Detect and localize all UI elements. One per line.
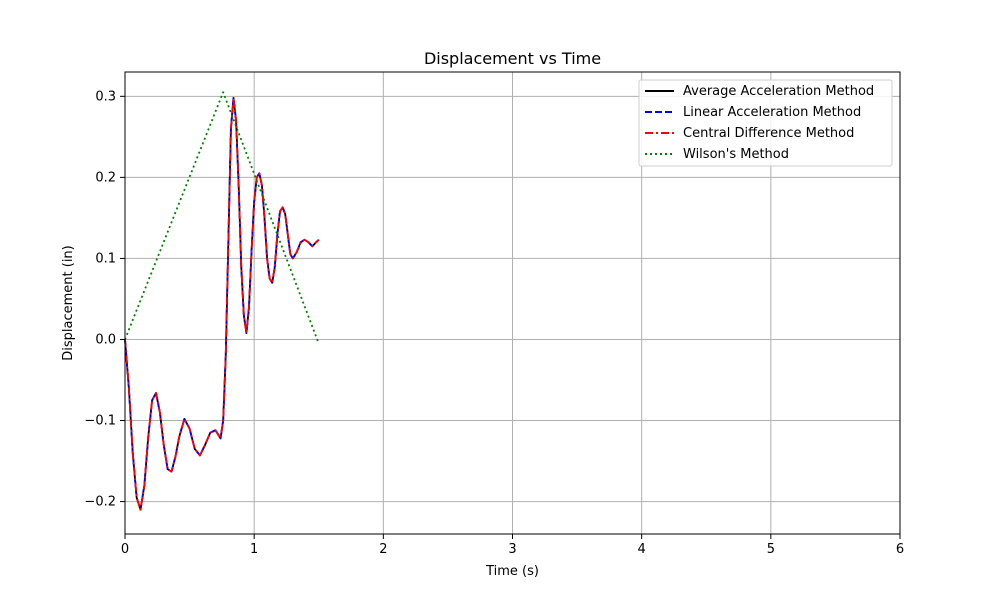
chart-title: Displacement vs Time <box>424 49 601 68</box>
legend-label-series-0: Average Acceleration Method <box>683 84 874 99</box>
legend-box <box>638 79 893 167</box>
x-tick-label-5: 5 <box>767 542 775 557</box>
legend-label-series-1: Linear Acceleration Method <box>683 105 861 120</box>
legend-label-series-2: Central Difference Method <box>683 126 854 141</box>
y-tick-label-5: 0.3 <box>95 89 116 104</box>
x-tick-label-2: 2 <box>379 542 387 557</box>
x-axis-label: Time (s) <box>485 564 539 579</box>
y-tick-label-4: 0.2 <box>95 170 116 185</box>
y-tick-label-3: 0.1 <box>95 251 116 266</box>
x-tick-label-1: 1 <box>250 542 258 557</box>
ticks-layer <box>120 95 901 539</box>
y-tick-label-0: −0.2 <box>84 495 116 510</box>
series-line-2 <box>124 97 320 511</box>
grid-layer <box>124 72 901 534</box>
y-axis-label: Displacement (in) <box>61 245 76 361</box>
y-tick-label-2: 0.0 <box>95 332 116 347</box>
x-tick-label-0: 0 <box>121 542 129 557</box>
x-tick-label-3: 3 <box>508 542 516 557</box>
x-tick-label-4: 4 <box>638 542 646 557</box>
tick-labels-layer: 0 1 2 3 4 5 6 −0.2 −0.1 0.0 0.1 0.2 0.3 <box>84 89 904 557</box>
legend-label-series-3: Wilson's Method <box>683 147 789 162</box>
series-layer <box>124 91 320 511</box>
series-line-3 <box>124 91 320 344</box>
x-tick-label-6: 6 <box>896 542 904 557</box>
y-tick-label-1: −0.1 <box>84 414 116 429</box>
legend: Average Acceleration Method Linear Accel… <box>638 79 893 167</box>
